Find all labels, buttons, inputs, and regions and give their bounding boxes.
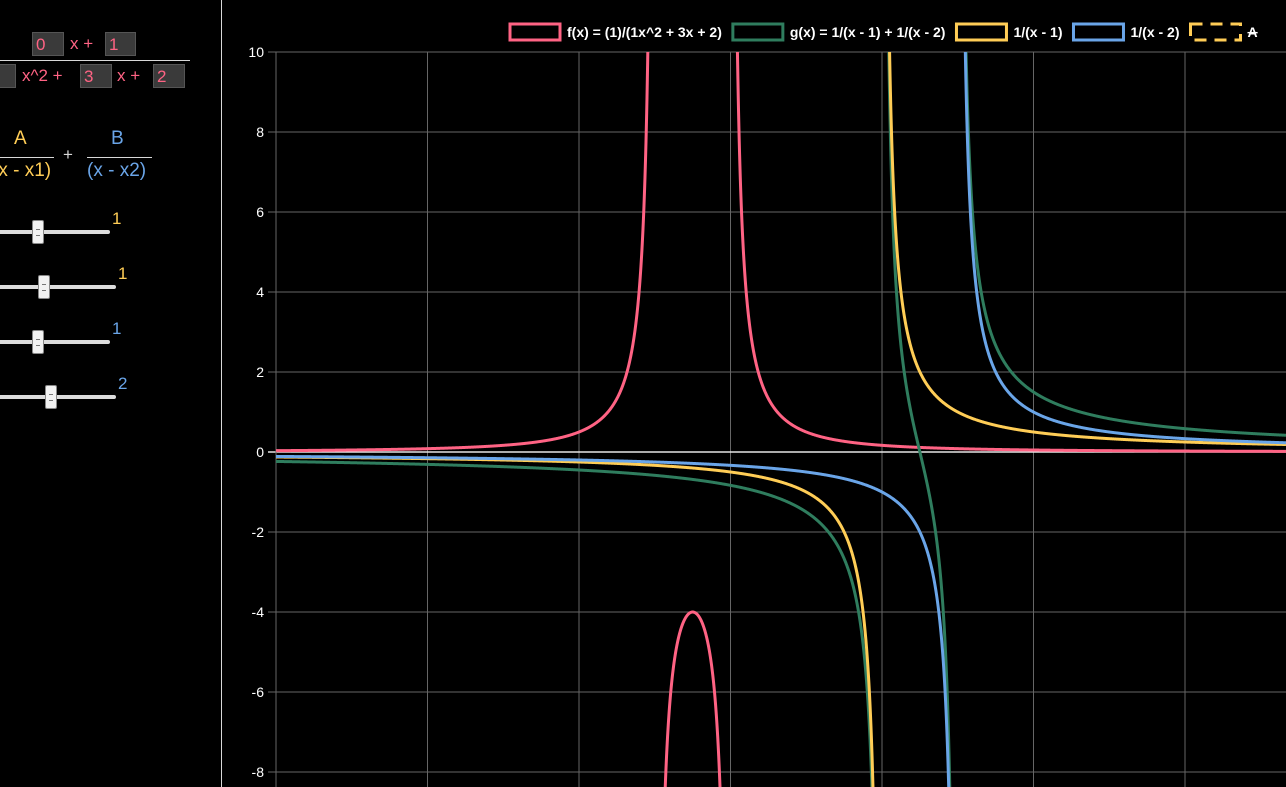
denominator-x2-coef-input[interactable]	[0, 64, 16, 88]
denominator-const-input[interactable]: 2	[153, 64, 185, 88]
legend-item-3[interactable]: 1/(x - 1)	[954, 22, 1062, 42]
slider-x1-value: 1	[118, 264, 128, 283]
slider-x2-thumb[interactable]	[45, 385, 57, 409]
partial-fraction-b-label: B	[111, 128, 124, 149]
numerator-x-text: x +	[70, 34, 94, 53]
slider-a-thumb[interactable]	[32, 220, 44, 244]
y-tick-label: 10	[248, 44, 264, 60]
y-tick-label: -4	[252, 604, 265, 620]
legend-item-1[interactable]: f(x) = (1)/(1x^2 + 3x + 2)	[508, 22, 722, 42]
legend-label: g(x) = 1/(x - 1) + 1/(x - 2)	[790, 24, 946, 40]
slider-x2-value: 2	[118, 374, 128, 393]
y-tick-label: 0	[256, 444, 264, 460]
partial-fraction-a-bar	[0, 157, 54, 158]
function-chart: 10 8 6 4 2 0 -2 -4 -6 -8 f(x) = (1)/(1x^2 + 3x + …	[248, 22, 1286, 787]
slider-b-track[interactable]	[0, 340, 110, 344]
legend-swatch	[954, 22, 1008, 42]
series-layer	[276, 52, 1286, 787]
slider-x2-track[interactable]	[0, 395, 116, 399]
y-axis-ticks: 10 8 6 4 2 0 -2 -4 -6 -8	[248, 44, 264, 780]
denominator-x-text: x +	[117, 66, 141, 85]
series-line-4	[276, 52, 1286, 787]
polynomial-fraction-bar	[0, 60, 190, 61]
legend[interactable]: f(x) = (1)/(1x^2 + 3x + 2) g(x) = 1/(x - …	[508, 22, 1258, 42]
slider-b-value: 1	[112, 319, 122, 338]
y-tick-label: 8	[256, 124, 264, 140]
legend-label: 1/(x - 2)	[1130, 24, 1179, 40]
legend-label: 1/(x - 1)	[1013, 24, 1062, 40]
y-tick-label: -6	[252, 684, 265, 700]
legend-label: A	[1248, 24, 1258, 40]
legend-item-5[interactable]: A	[1189, 22, 1258, 42]
legend-item-4[interactable]: 1/(x - 2)	[1071, 22, 1180, 42]
denominator-x2-text: x^2 +	[22, 66, 63, 85]
y-tick-label: 4	[256, 284, 264, 300]
series-line-1	[276, 52, 1286, 787]
left-panel: 0 x + 1 x^2 + 3 x + 2 A (x - x1) + B (x …	[0, 0, 222, 787]
slider-a-track[interactable]	[0, 230, 110, 234]
legend-swatch	[1189, 22, 1242, 42]
y-tick-label: 6	[256, 204, 264, 220]
numerator-const-input[interactable]: 1	[105, 32, 136, 56]
slider-b-thumb[interactable]	[32, 330, 44, 354]
partial-fraction-a-denominator: (x - x1)	[0, 160, 52, 181]
y-tick-label: -2	[252, 524, 265, 540]
numerator-x-coef-input[interactable]: 0	[32, 32, 64, 56]
partial-fraction-b-bar	[87, 157, 152, 158]
series-line-2	[276, 52, 1286, 787]
slider-a-value: 1	[112, 209, 122, 228]
y-tick-label: 2	[256, 364, 264, 380]
slider-x1-track[interactable]	[0, 285, 116, 289]
slider-x1-thumb[interactable]	[38, 275, 50, 299]
legend-swatch	[731, 22, 785, 42]
grid	[268, 51, 1286, 787]
y-tick-label: -8	[252, 764, 265, 780]
legend-label: f(x) = (1)/(1x^2 + 3x + 2)	[567, 24, 722, 40]
legend-item-2[interactable]: g(x) = 1/(x - 1) + 1/(x - 2)	[731, 22, 946, 42]
legend-swatch	[508, 22, 562, 42]
denominator-x-coef-input[interactable]: 3	[80, 64, 112, 88]
partial-fraction-plus: +	[63, 145, 73, 164]
legend-swatch	[1071, 22, 1125, 42]
partial-fraction-a-label: A	[14, 128, 27, 149]
partial-fraction-b-denominator: (x - x2)	[87, 160, 147, 181]
